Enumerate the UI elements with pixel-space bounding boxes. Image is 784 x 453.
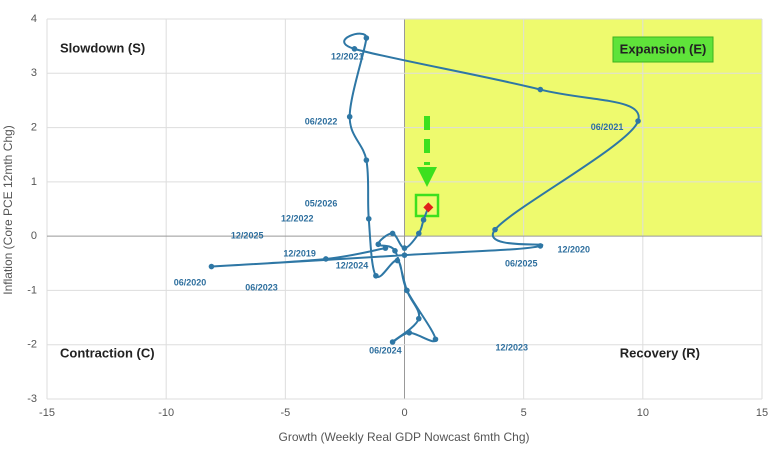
point: [404, 287, 410, 294]
date-label: 12/2024: [336, 260, 369, 270]
date-label: 12/2023: [495, 342, 528, 352]
point: [401, 252, 408, 258]
point: [394, 257, 401, 264]
date-label: 06/2025: [505, 259, 538, 269]
date-label: 12/2019: [283, 248, 316, 258]
date-label: 12/2022: [281, 214, 314, 224]
current-point: [423, 202, 434, 213]
point: [375, 241, 382, 248]
date-label: 12/2020: [557, 245, 590, 255]
point: [537, 86, 544, 93]
quadrant-box: [612, 36, 714, 63]
point: [401, 245, 408, 251]
arrow-head: [417, 167, 437, 187]
point: [406, 329, 413, 336]
point: [420, 217, 427, 223]
point: [537, 243, 544, 249]
y-tick-label: 4: [31, 13, 37, 25]
point: [389, 230, 396, 237]
date-label: 06/2023: [245, 283, 278, 293]
point: [363, 157, 370, 163]
y-tick-label: -2: [27, 339, 37, 351]
quadrant-label: Slowdown (S): [60, 40, 145, 55]
quadrant-label: Expansion (E): [620, 41, 707, 56]
date-label: 06/2024: [369, 346, 402, 356]
point: [416, 230, 422, 237]
quadrant-label: Recovery (R): [620, 345, 700, 360]
point: [389, 339, 396, 345]
y-tick-label: 0: [31, 230, 37, 242]
y-tick-label: 2: [31, 121, 37, 133]
x-tick-label: 10: [637, 407, 649, 419]
point: [392, 248, 398, 254]
date-label: 06/2022: [305, 117, 338, 127]
quadrant-label: Contraction (C): [60, 345, 155, 360]
y-tick-label: 3: [31, 67, 37, 79]
point: [208, 263, 215, 270]
point: [323, 256, 329, 262]
date-label: 06/2021: [591, 122, 624, 132]
point: [492, 226, 498, 233]
x-tick-label: -15: [39, 407, 55, 419]
point: [351, 46, 358, 52]
point: [635, 118, 641, 124]
y-tick-label: -3: [27, 393, 37, 405]
x-tick-label: 15: [756, 407, 768, 419]
y-axis-label: Inflation (Core PCE 12mth Chg): [1, 125, 15, 294]
date-label: 12/2021: [331, 51, 364, 61]
y-tick-label: 1: [31, 176, 37, 188]
date-label: 12/2025: [231, 231, 264, 241]
x-tick-label: -5: [280, 407, 290, 419]
date-label: 06/2020: [174, 278, 207, 288]
point: [382, 245, 389, 251]
point: [346, 113, 353, 120]
x-axis-label: Growth (Weekly Real GDP Nowcast 6mth Chg…: [279, 430, 530, 444]
x-tick-label: 5: [521, 407, 527, 419]
point: [373, 272, 379, 279]
point: [363, 35, 370, 41]
point: [365, 215, 372, 222]
x-tick-label: -10: [158, 407, 174, 419]
point: [416, 315, 422, 322]
date-label: 05/2026: [305, 198, 338, 208]
y-tick-label: -1: [27, 284, 37, 296]
point: [432, 336, 439, 343]
x-tick-label: 0: [401, 407, 407, 419]
current-box: [414, 193, 440, 218]
